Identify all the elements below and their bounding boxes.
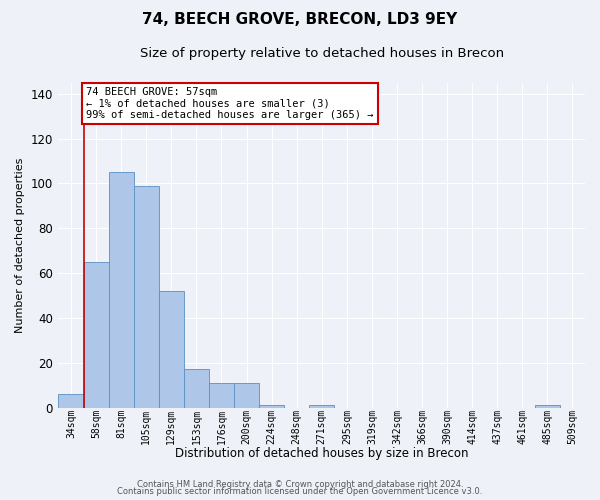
Text: 74, BEECH GROVE, BRECON, LD3 9EY: 74, BEECH GROVE, BRECON, LD3 9EY <box>142 12 458 28</box>
Text: Contains public sector information licensed under the Open Government Licence v3: Contains public sector information licen… <box>118 487 482 496</box>
Bar <box>109 172 134 408</box>
X-axis label: Distribution of detached houses by size in Brecon: Distribution of detached houses by size … <box>175 447 469 460</box>
Title: Size of property relative to detached houses in Brecon: Size of property relative to detached ho… <box>140 48 504 60</box>
Bar <box>234 383 259 407</box>
Bar <box>58 394 83 407</box>
Bar <box>159 291 184 408</box>
Bar <box>309 406 334 407</box>
Text: Contains HM Land Registry data © Crown copyright and database right 2024.: Contains HM Land Registry data © Crown c… <box>137 480 463 489</box>
Bar <box>259 406 284 407</box>
Bar <box>209 383 234 407</box>
Bar <box>184 370 209 408</box>
Bar <box>83 262 109 408</box>
Y-axis label: Number of detached properties: Number of detached properties <box>15 158 25 332</box>
Bar <box>535 406 560 407</box>
Bar <box>134 186 159 408</box>
Text: 74 BEECH GROVE: 57sqm
← 1% of detached houses are smaller (3)
99% of semi-detach: 74 BEECH GROVE: 57sqm ← 1% of detached h… <box>86 87 374 120</box>
